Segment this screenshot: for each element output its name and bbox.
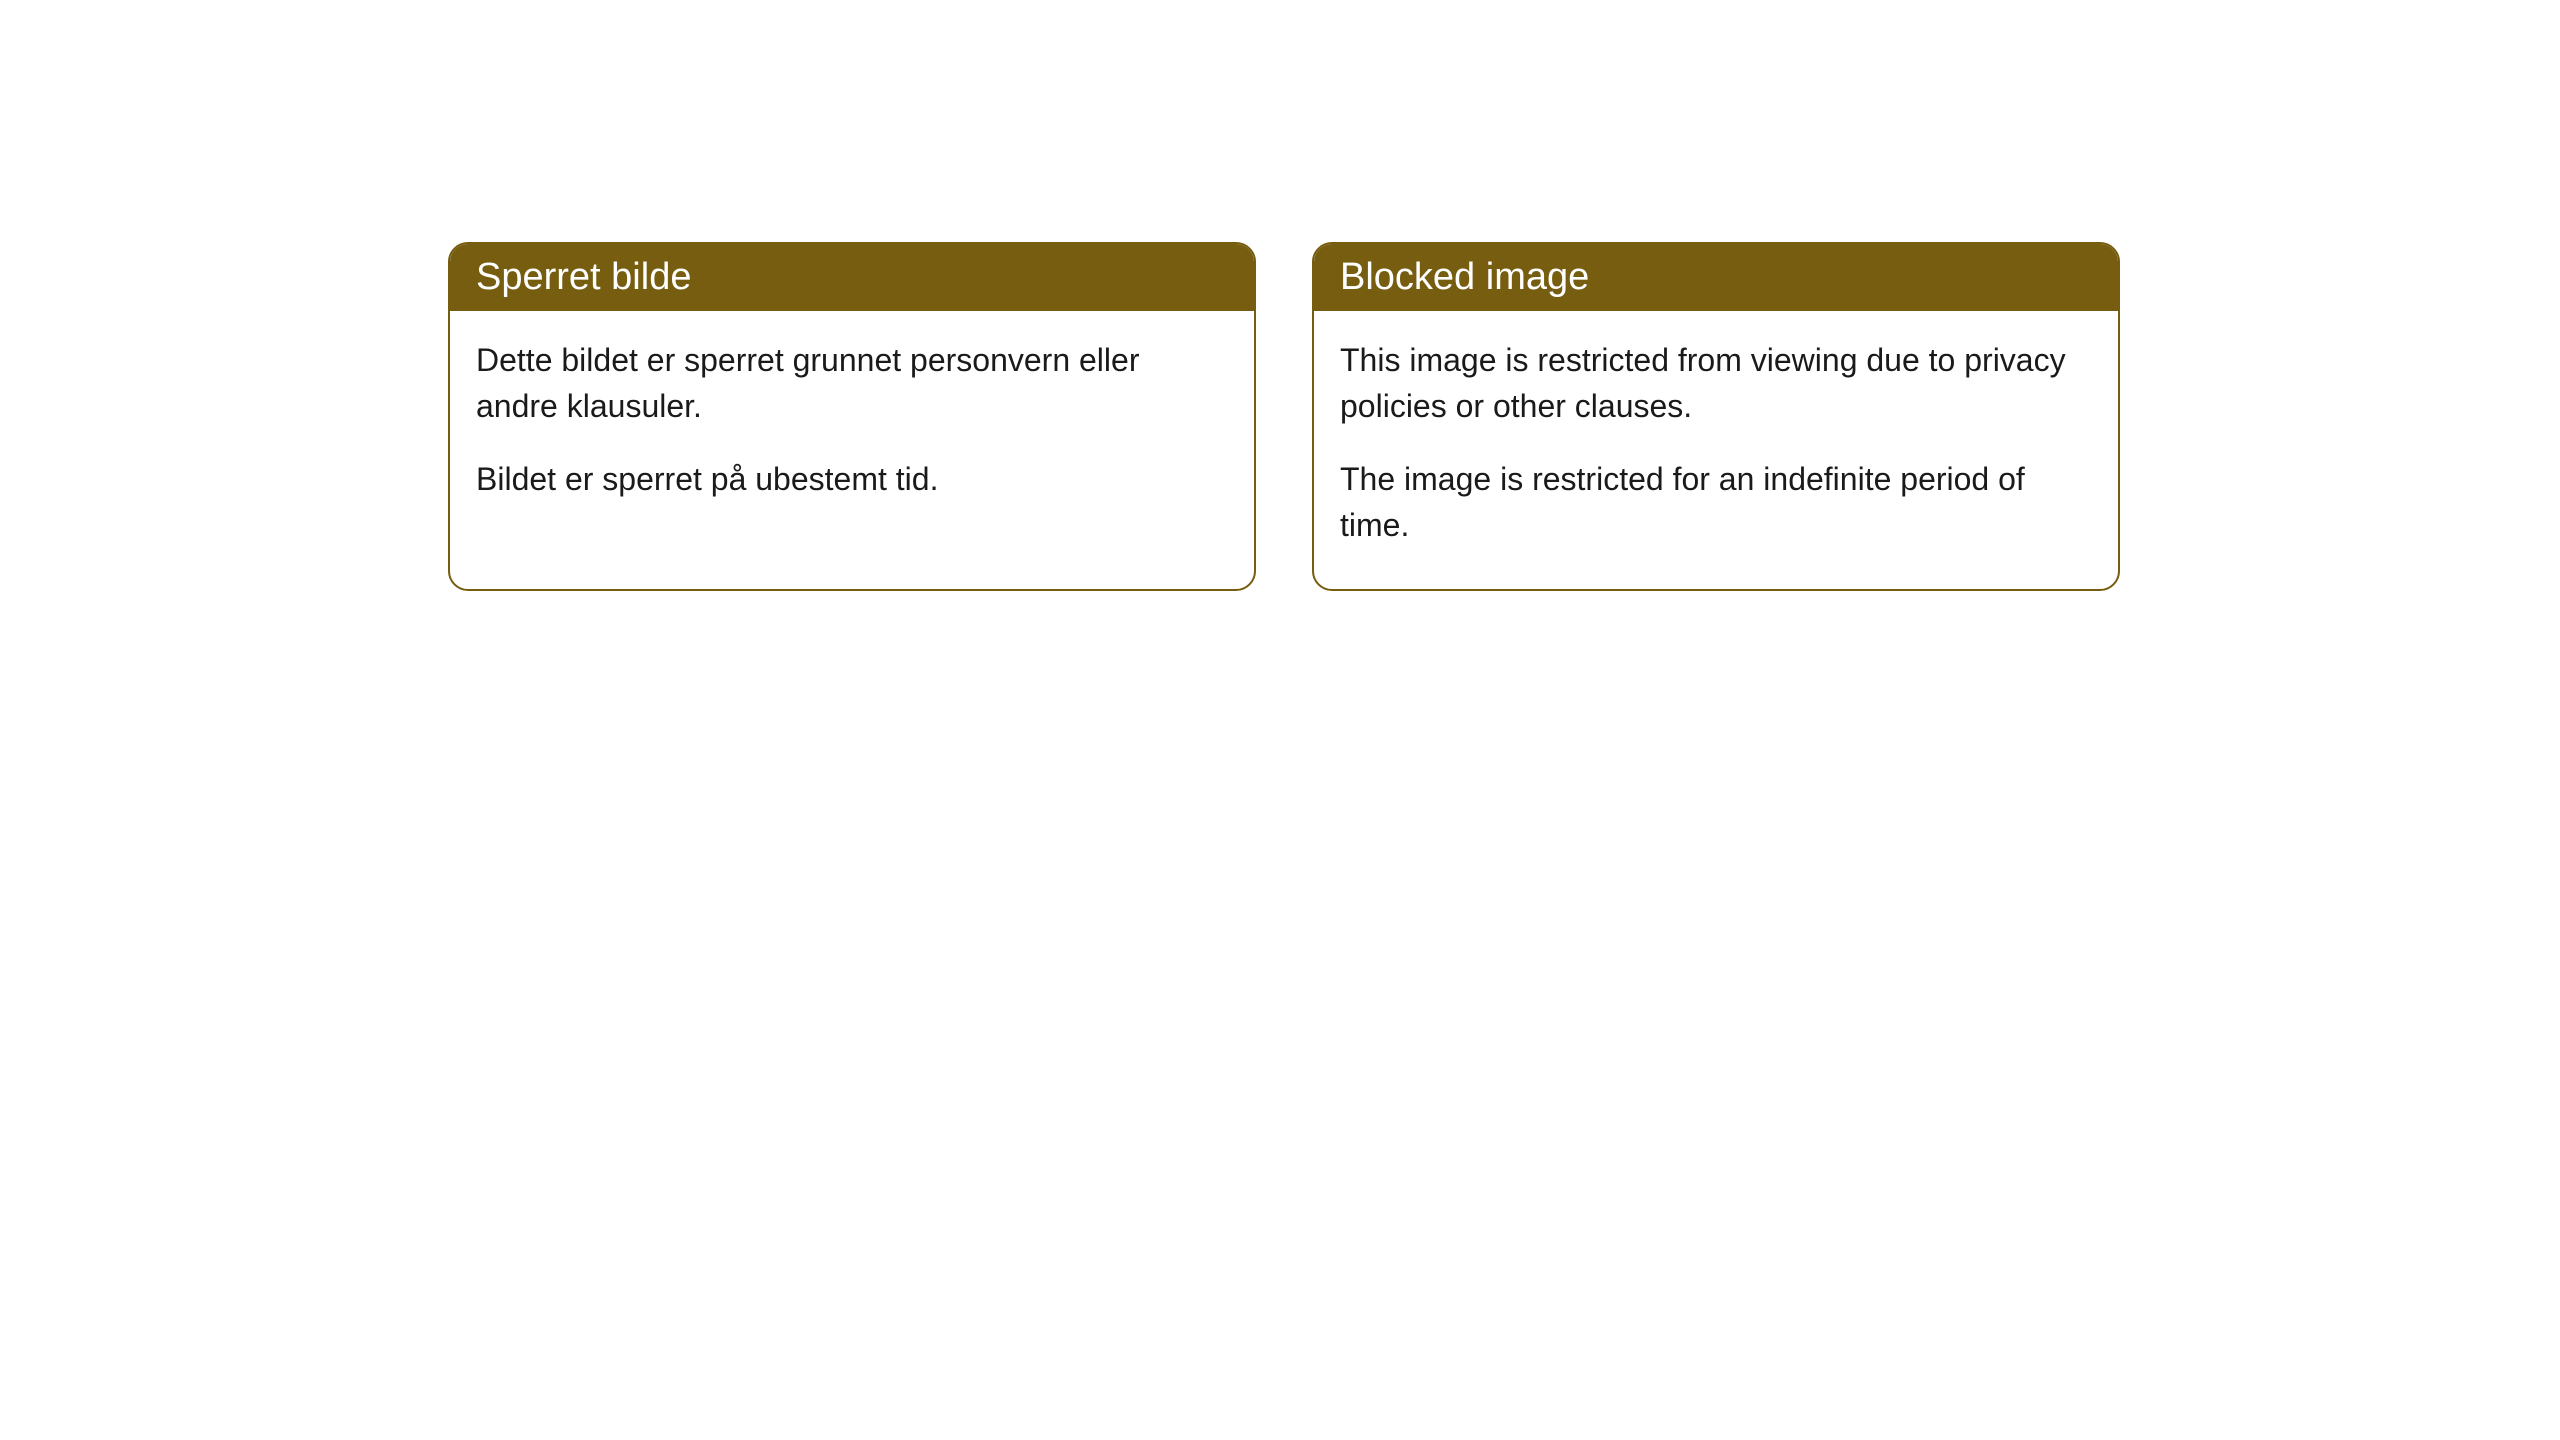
cards-container: Sperret bilde Dette bildet er sperret gr…	[448, 242, 2120, 591]
card-body-norwegian: Dette bildet er sperret grunnet personve…	[450, 311, 1254, 542]
card-header-norwegian: Sperret bilde	[450, 244, 1254, 311]
card-paragraph: The image is restricted for an indefinit…	[1340, 456, 2092, 549]
card-paragraph: Bildet er sperret på ubestemt tid.	[476, 456, 1228, 502]
card-english: Blocked image This image is restricted f…	[1312, 242, 2120, 591]
card-paragraph: This image is restricted from viewing du…	[1340, 337, 2092, 430]
card-norwegian: Sperret bilde Dette bildet er sperret gr…	[448, 242, 1256, 591]
card-paragraph: Dette bildet er sperret grunnet personve…	[476, 337, 1228, 430]
card-body-english: This image is restricted from viewing du…	[1314, 311, 2118, 589]
card-header-english: Blocked image	[1314, 244, 2118, 311]
